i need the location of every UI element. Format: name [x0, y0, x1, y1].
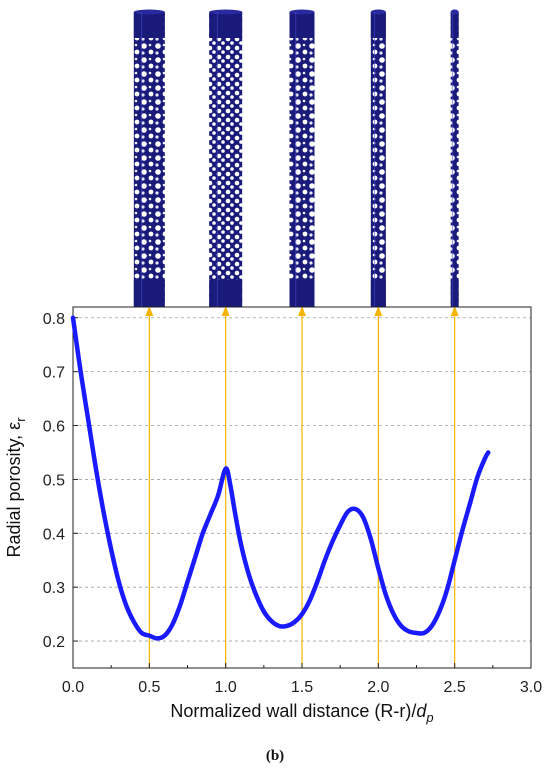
packed-column [133, 9, 165, 307]
y-tick-label: 0.2 [43, 634, 65, 651]
x-tick-label: 3.0 [520, 679, 542, 696]
column-top-rim [289, 9, 315, 15]
x-axis-label-sub: p [425, 710, 433, 725]
packed-column [370, 9, 386, 307]
y-axis-label-sub: r [13, 417, 28, 422]
y-tick-label: 0.7 [43, 365, 65, 382]
x-tick-label: 0.0 [62, 679, 84, 696]
column-cap-top [133, 12, 165, 38]
y-tick-label: 0.6 [43, 419, 65, 436]
column-body [209, 12, 243, 307]
marker-lines [145, 306, 459, 668]
column-cap-bottom [209, 280, 243, 307]
x-axis-label-text: Normalized wall distance (R-r)/ [170, 701, 416, 721]
packed-column [450, 9, 459, 307]
y-tick-label: 0.3 [43, 580, 65, 597]
column-top-rim [370, 9, 386, 15]
figure-caption: (b) [265, 748, 285, 764]
y-tick-label: 0.5 [43, 472, 65, 489]
column-top-rim [133, 9, 165, 15]
column-cap-bottom [450, 280, 459, 307]
x-axis-label: Normalized wall distance (R-r)/dp [170, 701, 433, 725]
x-axis-ticks: 0.0 0.5 1.0 1.5 2.0 2.5 3.0 [62, 663, 542, 696]
porosity-curve [70, 315, 491, 641]
packed-column [209, 9, 243, 307]
y-tick-label: 0.8 [43, 311, 65, 328]
column-cap-bottom [289, 280, 315, 307]
column-top-rim [450, 9, 459, 15]
column-body [450, 12, 459, 307]
column-cap-top [370, 12, 386, 38]
x-tick-label: 1.0 [215, 679, 237, 696]
y-axis-ticks: 0.2 0.3 0.4 0.5 0.6 0.7 0.8 [43, 311, 78, 651]
x-axis-label-var: d [416, 701, 427, 721]
y-tick-label: 0.4 [43, 526, 65, 543]
column-cap-top [209, 12, 243, 38]
x-tick-label: 2.0 [367, 679, 389, 696]
column-body [133, 12, 165, 307]
marker-arrow [450, 306, 459, 316]
column-cap-top [450, 12, 459, 38]
packed-column [289, 9, 315, 307]
column-top-rim [209, 9, 243, 15]
column-body [370, 12, 386, 307]
column-body [289, 12, 315, 307]
column-cap-top [289, 12, 315, 38]
marker-arrow [221, 306, 230, 316]
column-cap-bottom [133, 280, 165, 307]
marker-arrow [374, 306, 383, 316]
packed-bed-columns [133, 9, 459, 307]
marker-arrow [145, 306, 154, 316]
marker-arrow [298, 306, 306, 316]
x-tick-label: 2.5 [444, 679, 466, 696]
y-axis-label-text: Radial porosity, ε [4, 422, 24, 558]
x-tick-label: 0.5 [138, 679, 160, 696]
y-axis-label: Radial porosity, εr [4, 417, 28, 558]
column-cap-bottom [370, 280, 386, 307]
x-tick-label: 1.5 [291, 679, 313, 696]
